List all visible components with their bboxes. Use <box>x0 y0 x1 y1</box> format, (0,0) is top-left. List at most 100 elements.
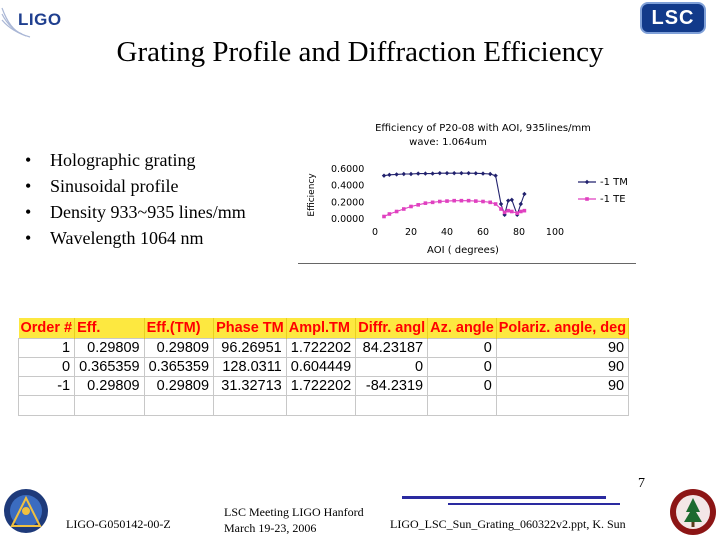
table-row: 0 0.365359 0.365359 128.0311 0.604449 0 … <box>17 357 630 377</box>
lsc-wordmark: LSC <box>651 7 695 29</box>
y-tick-label: 0.6000 <box>331 164 364 175</box>
data-point <box>430 171 435 176</box>
data-point <box>401 171 406 177</box>
data-point <box>430 200 435 205</box>
meeting-line: March 19-23, 2006 <box>224 521 317 535</box>
data-point <box>382 214 386 219</box>
meeting-line: LSC Meeting LIGO Hanford <box>224 505 364 519</box>
y-tick-label: 0.4000 <box>331 181 364 192</box>
data-point <box>506 208 510 213</box>
data-point <box>522 191 527 197</box>
efficiency-chart: Efficiency of P20-08 with AOI, 935lines/… <box>307 123 628 256</box>
data-point <box>452 170 457 176</box>
data-point <box>510 209 514 214</box>
chart-series <box>381 170 527 219</box>
data-point <box>519 209 523 214</box>
table-cell: 0.29809 <box>74 338 145 358</box>
data-point <box>423 201 428 205</box>
data-point <box>459 198 464 203</box>
ligo-wordmark: LIGO <box>18 10 62 29</box>
bullet-text: Wavelength 1064 nm <box>50 228 204 248</box>
table-cell: 0.604449 <box>285 357 357 377</box>
data-point <box>387 172 392 178</box>
data-point <box>518 201 523 207</box>
efficiency-table: Order # Eff. Eff.(TM) Phase TM Ampl.TM D… <box>17 318 630 416</box>
col-az-angle: Az. angle <box>427 318 497 339</box>
lsc-logo: LSC <box>640 2 706 34</box>
x-tick-label: 20 <box>405 227 417 238</box>
table-cell: 31.32713 <box>213 376 287 396</box>
table-cell: 84.23187 <box>355 338 429 358</box>
table-cell: 128.0311 <box>213 357 287 377</box>
data-point <box>509 197 514 203</box>
table-cell: 0 <box>17 357 76 377</box>
stanford-seal-icon <box>670 489 716 535</box>
col-polariz-angle: Polariz. angle, deg <box>496 318 630 339</box>
footer-rule <box>448 503 620 505</box>
chart-ylabel: Efficiency <box>307 173 317 217</box>
bullet-item: • Density 933~935 lines/mm <box>25 202 246 222</box>
footer-rule <box>402 496 606 499</box>
page-number: 7 <box>638 476 645 491</box>
legend-label: -1 TM <box>600 177 628 188</box>
chart-subtitle: wave: 1.064um <box>409 137 487 148</box>
table-cell: 1.722202 <box>285 376 357 396</box>
col-order: Order # <box>18 318 76 339</box>
table-cell: 0 <box>427 376 497 396</box>
data-point <box>493 173 498 178</box>
x-tick-label: 100 <box>546 227 564 238</box>
table-cell: 0.29809 <box>143 338 215 358</box>
data-point <box>394 172 399 177</box>
table-cell: -1 <box>17 376 76 396</box>
table-cell: 96.26951 <box>213 338 287 358</box>
y-tick-label: 0.2000 <box>331 197 364 208</box>
x-tick-label: 0 <box>372 227 378 238</box>
col-phase-tm: Phase TM <box>213 318 287 339</box>
filename: LIGO_LSC_Sun_Grating_060322v2.ppt, K. Su… <box>390 517 626 531</box>
col-ampl-tm: Ampl.TM <box>286 318 357 339</box>
data-point <box>416 203 420 207</box>
table-cell: 1.722202 <box>285 338 357 358</box>
data-point <box>408 171 414 177</box>
data-point <box>506 198 511 203</box>
bullet-text: Holographic grating <box>50 150 196 170</box>
col-eff-tm: Eff.(TM) <box>144 318 215 339</box>
col-eff: Eff. <box>74 318 145 339</box>
data-point <box>473 171 478 176</box>
x-tick-label: 80 <box>513 227 525 238</box>
data-point <box>402 207 406 211</box>
data-point <box>452 198 456 203</box>
data-point <box>381 173 387 178</box>
slide-title: Grating Profile and Diffraction Efficien… <box>116 36 604 68</box>
chart-title: Efficiency of P20-08 with AOI, 935lines/… <box>375 123 591 134</box>
data-point <box>481 199 485 204</box>
legend-label: -1 TE <box>600 194 626 205</box>
table-row-empty <box>17 395 630 416</box>
ligo-globe-icon <box>4 489 48 533</box>
table-cell: 1 <box>17 338 76 358</box>
doc-id: LIGO-G050142-00-Z <box>66 517 171 531</box>
bullet-text: Density 933~935 lines/mm <box>50 202 246 222</box>
data-point <box>387 212 392 216</box>
y-tick-label: 0.0000 <box>331 214 364 225</box>
data-point <box>498 201 504 207</box>
chart-axes: 0 20 40 60 80 100 0.0000 0.2000 0.4000 0.6000 <box>331 164 564 238</box>
data-point <box>445 199 449 203</box>
data-point <box>515 211 519 215</box>
data-point <box>423 171 428 176</box>
data-point <box>459 170 464 176</box>
ligo-swirl-icon <box>1 7 31 38</box>
data-point <box>488 171 493 177</box>
chart-divider <box>298 263 636 264</box>
bullet-list: • Holographic grating • Sinusoidal profile… <box>25 147 246 251</box>
table-cell: 90 <box>495 376 630 396</box>
bullet-item: • Holographic grating <box>25 150 196 170</box>
table-cell: 90 <box>495 338 630 358</box>
data-point <box>444 170 450 176</box>
data-point <box>466 170 471 176</box>
table-cell: 90 <box>495 357 630 377</box>
table-cell: -84.2319 <box>355 376 429 396</box>
col-diffr-angle: Diffr. angl <box>355 318 429 339</box>
data-point <box>493 202 498 206</box>
data-point <box>502 210 507 215</box>
